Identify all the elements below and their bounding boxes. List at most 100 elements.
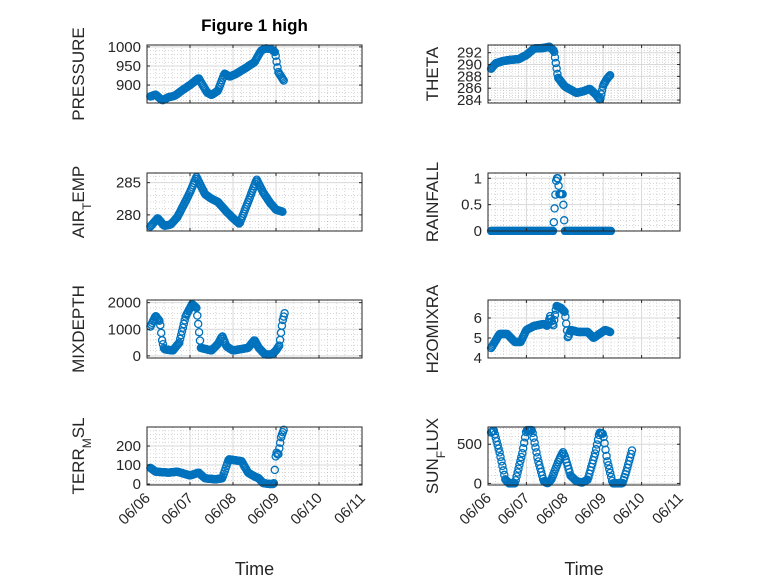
data-point [271, 51, 280, 61]
data-point [600, 439, 609, 448]
subplot-rainfall: 0 0.5 1 RAINFALL [423, 162, 681, 242]
data-point [590, 449, 600, 458]
data-point [550, 53, 560, 62]
y-tick-label: 288 [457, 68, 482, 85]
data-point [512, 472, 521, 481]
data-point [603, 457, 612, 466]
data-point [279, 76, 288, 85]
y-tick-label: 284 [457, 92, 482, 109]
y-axis-label: PRESSURE [69, 27, 88, 121]
x-tick-label: 06/09 [244, 490, 283, 529]
data-point [174, 339, 183, 348]
x-tick-label: 06/08 [533, 490, 572, 529]
data-point [596, 93, 605, 103]
axes-frame [146, 426, 363, 486]
y-tick-label: 500 [457, 436, 482, 453]
data-point [533, 453, 542, 462]
data-point [605, 71, 614, 81]
y-axis-label: AIRTEMP [69, 166, 94, 239]
data-point [271, 452, 280, 461]
data-point [497, 457, 506, 466]
data-point [175, 338, 184, 347]
data-point [278, 207, 287, 216]
x-tick-label: 06/11 [649, 490, 687, 528]
y-tick-label: 280 [116, 207, 141, 224]
data-series [146, 300, 289, 359]
subplot-sunflux: 06/06 06/07 06/08 06/09 06/10 06/11 0 500 SUNFLU… [423, 418, 687, 579]
data-point [560, 307, 569, 317]
data-point [559, 216, 569, 225]
x-tick-label: 06/06 [456, 490, 495, 529]
data-point [559, 306, 569, 316]
data-point [498, 461, 507, 471]
data-point [190, 301, 199, 311]
data-point [278, 74, 288, 84]
data-point [627, 446, 637, 455]
y-tick-label: 1000 [108, 321, 141, 338]
x-tick-label: 06/10 [287, 490, 326, 529]
y-tick-label: 292 [457, 45, 482, 62]
data-series [486, 425, 637, 488]
data-point [626, 449, 636, 459]
y-tick-label: 0 [474, 223, 482, 240]
data-series [486, 301, 615, 353]
y-tick-label: 0 [474, 475, 482, 492]
axes-frame [487, 299, 681, 359]
y-tick-label: 2000 [108, 295, 141, 312]
y-axis-label: H2OMIXRA [423, 284, 442, 373]
data-point [558, 189, 567, 199]
y-axis-label: RAINFALL [423, 162, 442, 242]
data-point [518, 444, 528, 453]
data-point [601, 445, 610, 454]
data-point [605, 464, 614, 474]
data-point [193, 319, 203, 329]
x-tick-label: 06/07 [495, 490, 534, 529]
data-point [514, 464, 523, 473]
data-point [597, 90, 606, 99]
data-point [494, 444, 503, 453]
data-point [529, 433, 538, 443]
axes-frame [487, 44, 681, 104]
x-tick-label: 06/10 [610, 490, 649, 529]
data-point [589, 452, 599, 462]
y-tick-label: 6 [474, 310, 482, 327]
data-point [557, 305, 567, 314]
y-tick-label: 100 [116, 457, 141, 474]
data-point [549, 217, 559, 227]
figure-title: Figure 1 high [201, 16, 308, 35]
axes-frame [487, 426, 681, 486]
data-point [499, 466, 508, 475]
data-point [605, 468, 615, 478]
data-point [270, 47, 280, 57]
data-point [495, 448, 504, 457]
subplot-h2omixra: 4 5 6 H2OMIXRA [423, 284, 681, 373]
data-point [605, 327, 615, 337]
data-point [157, 336, 167, 345]
x-tick-label: 06/07 [158, 490, 197, 529]
data-point [193, 311, 202, 320]
x-tick-label: 06/11 [331, 490, 369, 528]
data-point [496, 452, 505, 462]
y-tick-label: 290 [457, 57, 482, 74]
data-point [180, 316, 189, 325]
data-point [275, 438, 285, 448]
data-point [280, 309, 289, 318]
data-point [272, 57, 281, 66]
data-point [516, 456, 525, 466]
data-series [146, 172, 287, 231]
y-tick-label: 5 [474, 330, 482, 347]
data-point [279, 425, 288, 435]
subplot-terrmsl: 06/06 06/07 06/08 06/09 06/10 06/11 0 100 200 TER… [69, 417, 369, 579]
data-point [275, 444, 284, 453]
data-point [554, 181, 563, 191]
data-point [194, 327, 204, 337]
y-tick-label: 950 [116, 58, 141, 75]
data-point [191, 302, 200, 312]
data-point [517, 452, 526, 462]
x-tick-label: 06/09 [571, 490, 610, 529]
y-axis-label: MIXDEPTH [69, 285, 88, 373]
x-tick-label: 06/06 [115, 490, 154, 529]
data-point [599, 432, 608, 442]
